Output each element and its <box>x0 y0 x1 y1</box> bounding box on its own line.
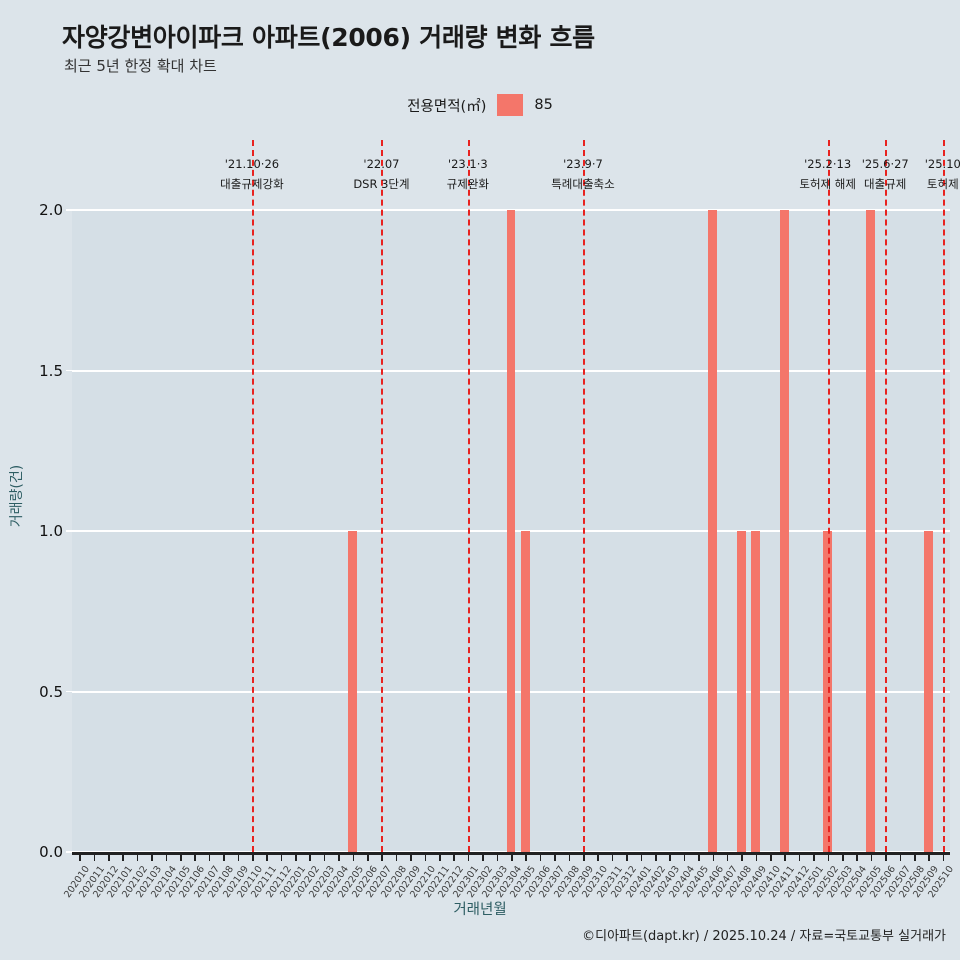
event-line <box>885 140 888 852</box>
x-tick-mark <box>683 852 686 861</box>
x-tick-mark <box>741 852 743 861</box>
x-tick-mark <box>669 852 671 861</box>
x-tick-mark <box>79 852 81 861</box>
x-tick-mark <box>165 852 168 861</box>
legend-swatch-85 <box>497 94 524 116</box>
x-tick-mark <box>338 852 340 861</box>
x-tick-mark <box>784 852 787 861</box>
x-tick-mark <box>640 852 643 861</box>
footer-credit: ©디아파트(dapt.kr) / 2025.10.24 / 자료=국토교통부 실… <box>582 929 946 944</box>
x-tick-mark <box>885 852 887 861</box>
x-tick-mark <box>525 852 527 861</box>
x-tick-mark <box>223 852 225 861</box>
x-tick-mark <box>726 852 729 861</box>
x-tick-mark <box>827 852 830 861</box>
x-tick-mark <box>323 852 326 861</box>
x-tick-mark <box>482 852 484 861</box>
event-line <box>582 140 585 852</box>
x-tick-mark <box>410 852 412 861</box>
x-tick-mark <box>554 852 556 861</box>
x-tick-mark <box>511 852 513 861</box>
y-axis-title: 거래량(건) <box>9 464 25 528</box>
x-tick-mark <box>914 852 916 861</box>
x-tick-mark <box>870 852 873 861</box>
x-tick-mark <box>654 852 657 861</box>
y-tick-label: 1.0 <box>39 522 63 540</box>
x-tick-mark <box>179 852 182 861</box>
x-tick-mark <box>122 852 124 861</box>
bar[interactable] <box>708 210 717 852</box>
bar[interactable] <box>348 531 358 852</box>
x-tick-mark <box>582 852 585 861</box>
event-line <box>827 140 830 852</box>
x-tick-mark <box>597 852 599 861</box>
x-tick-mark <box>453 852 456 861</box>
x-tick-mark <box>539 852 542 861</box>
bar[interactable] <box>780 210 789 852</box>
x-tick-mark <box>568 852 571 861</box>
x-tick-mark <box>266 852 268 861</box>
x-tick-mark <box>381 852 384 861</box>
page-subtitle: 최근 5년 한정 확대 차트 <box>64 57 217 75</box>
x-tick-mark <box>942 852 945 861</box>
chart-legend: 전용면적(㎡) 85 <box>0 94 960 116</box>
x-tick-mark <box>251 852 254 861</box>
event-line <box>251 140 254 852</box>
x-tick-mark <box>280 852 283 861</box>
y-tick-mark <box>66 530 72 532</box>
y-tick-mark <box>66 209 72 211</box>
x-tick-mark <box>813 852 815 861</box>
y-tick-label: 0.0 <box>39 843 63 861</box>
x-tick-mark <box>611 852 614 861</box>
plot-area: 거래량(건) 0.0 0.5 1.0 1.5 2.0 '21.10·26 대출규제강화 '2… <box>9 140 960 861</box>
x-tick-mark <box>352 852 355 861</box>
x-tick-mark <box>899 852 902 861</box>
x-tick-mark <box>798 852 801 861</box>
y-tick-mark <box>66 690 72 692</box>
page-title: 자양강변아이파크 아파트(2006) 거래량 변화 흐름 <box>62 23 595 52</box>
x-tick-mark <box>698 852 700 861</box>
event-line <box>381 140 384 852</box>
x-tick-mark <box>367 852 369 861</box>
x-tick-mark <box>395 852 398 861</box>
y-tick-mark <box>66 369 72 371</box>
bar[interactable] <box>506 210 516 852</box>
legend-label-85: 85 <box>534 97 553 113</box>
x-tick-mark <box>496 852 499 861</box>
x-tick-mark <box>194 852 196 861</box>
y-tick-mark <box>66 851 72 853</box>
x-tick-mark <box>842 852 844 861</box>
x-tick-mark <box>424 852 427 861</box>
x-tick-mark <box>770 852 772 861</box>
x-tick-mark <box>856 852 859 861</box>
x-tick-mark <box>712 852 715 861</box>
x-tick-mark <box>309 852 312 861</box>
x-tick-mark <box>626 852 628 861</box>
x-tick-mark <box>208 852 211 861</box>
bar[interactable] <box>866 210 876 852</box>
x-tick-mark <box>928 852 930 861</box>
y-tick-label: 1.5 <box>39 361 63 380</box>
x-tick-mark <box>93 852 96 861</box>
bar[interactable] <box>736 531 746 852</box>
x-axis-title: 거래년월 <box>453 902 507 918</box>
event-line <box>467 140 470 852</box>
bar[interactable] <box>751 531 761 852</box>
x-tick-mark <box>136 852 139 861</box>
x-tick-mark <box>467 852 470 861</box>
legend-title: 전용면적(㎡) <box>407 98 487 115</box>
x-tick-mark <box>295 852 297 861</box>
x-tick-mark <box>439 852 441 861</box>
x-tick-mark <box>151 852 153 861</box>
bar[interactable] <box>520 531 530 852</box>
y-tick-label: 0.5 <box>39 682 63 701</box>
event-line <box>942 140 945 852</box>
bar[interactable] <box>923 531 933 852</box>
x-tick-mark <box>755 852 758 861</box>
x-tick-mark <box>237 852 240 861</box>
x-tick-mark <box>107 852 110 861</box>
y-tick-label: 2.0 <box>39 201 63 219</box>
